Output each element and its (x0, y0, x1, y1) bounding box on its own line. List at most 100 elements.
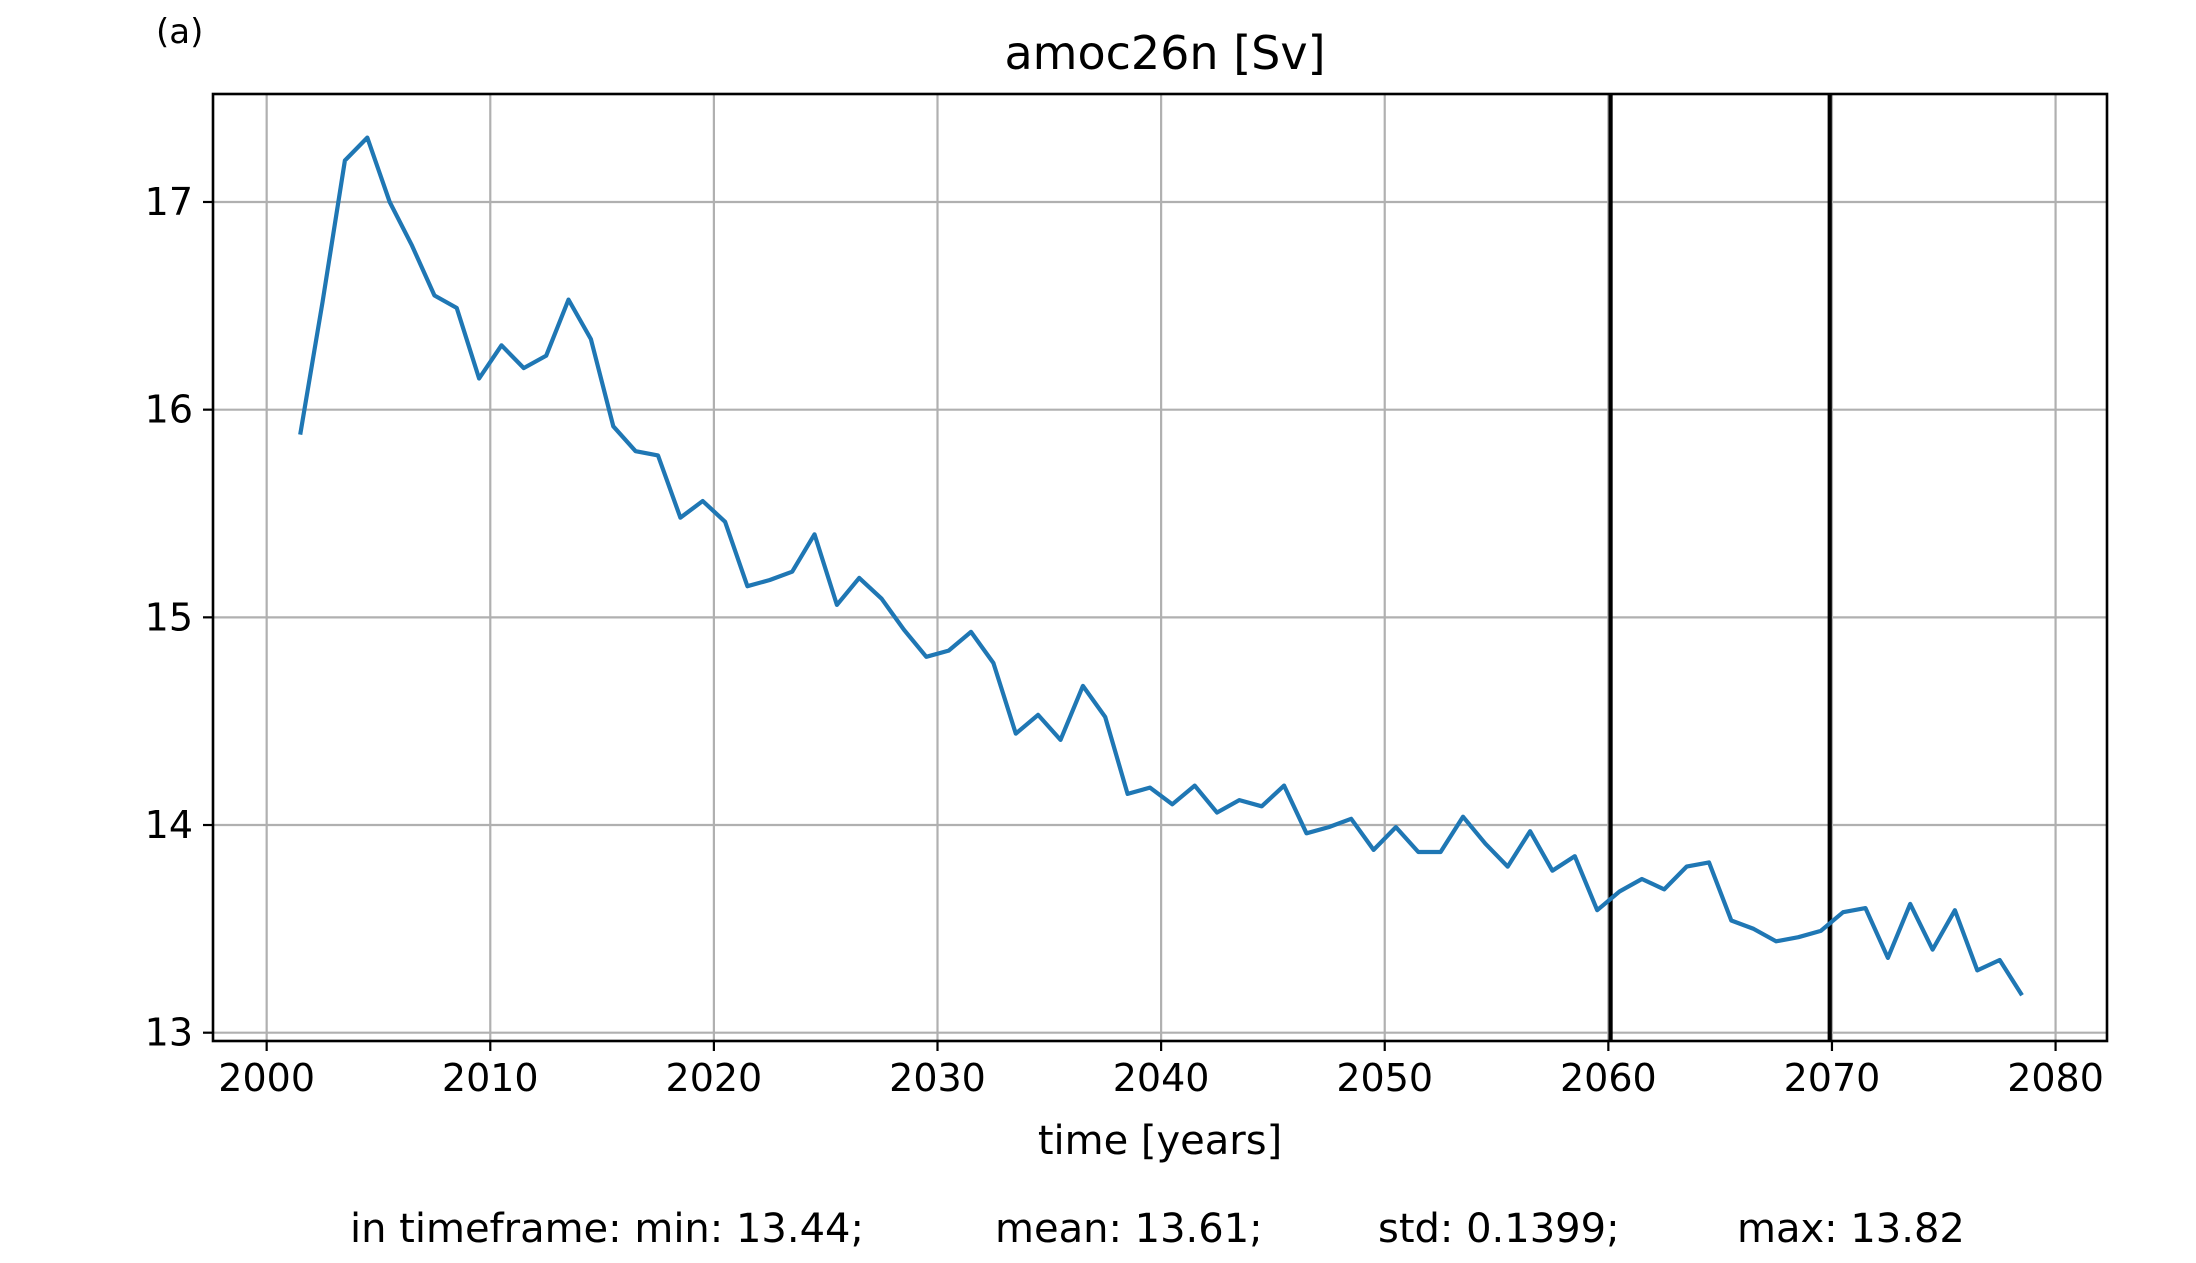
series-point (1595, 908, 1599, 912)
series-point (813, 532, 817, 536)
series-point (432, 293, 436, 297)
series-point (1237, 798, 1241, 802)
series-point (1170, 802, 1174, 806)
series-point (1908, 902, 1912, 906)
series-point (1081, 684, 1085, 688)
series-point (388, 200, 392, 204)
series-point (522, 366, 526, 370)
series-point (589, 337, 593, 341)
stat-mean: mean: 13.61; (995, 1206, 1263, 1252)
series-point (1260, 804, 1264, 808)
panel-label: (a) (156, 12, 204, 52)
x-tick-label: 2020 (666, 1056, 763, 1100)
series-point (1975, 968, 1979, 972)
series-point (1416, 850, 1420, 854)
stat-min: in timeframe: min: 13.44; (350, 1206, 864, 1252)
series-point (1573, 854, 1577, 858)
series-point (768, 578, 772, 582)
series-point (723, 520, 727, 524)
series-point (1796, 935, 1800, 939)
series-point (701, 499, 705, 503)
series-point (1304, 831, 1308, 835)
grid-layer (213, 94, 2107, 1041)
series-point (1506, 865, 1510, 869)
series-point (1215, 811, 1219, 815)
x-tick-label: 2080 (2007, 1056, 2104, 1100)
series-point (2020, 993, 2024, 997)
series-point (634, 449, 638, 453)
series-point (1193, 784, 1197, 788)
series-point (455, 306, 459, 310)
series-line (298, 135, 2024, 997)
series-point (1058, 738, 1062, 742)
series-point (1662, 887, 1666, 891)
x-tick-label: 2030 (889, 1056, 986, 1100)
series-point (1729, 919, 1733, 923)
series-point (969, 630, 973, 634)
series-point (1282, 784, 1286, 788)
stat-std: std: 0.1399; (1378, 1206, 1620, 1252)
series-point (298, 433, 302, 437)
series-point (1931, 948, 1935, 952)
x-axis-label: time [years] (1038, 1118, 1282, 1164)
series-point (365, 136, 369, 140)
series-point (1550, 869, 1554, 873)
series-point (321, 300, 325, 304)
stat-max: max: 13.82 (1737, 1206, 1965, 1252)
series-point (880, 597, 884, 601)
y-tick-label: 13 (145, 1011, 193, 1055)
series-point (947, 649, 951, 653)
series-point (991, 661, 995, 665)
series-point (567, 298, 571, 302)
series-point (343, 158, 347, 162)
series-point (1752, 927, 1756, 931)
series-point (1327, 825, 1331, 829)
series-point (1953, 908, 1957, 912)
series-point (835, 603, 839, 607)
series-point (902, 628, 906, 632)
series-point (1685, 865, 1689, 869)
series-point (924, 655, 928, 659)
series-point (1126, 792, 1130, 796)
series-point (1863, 906, 1867, 910)
series-point (1349, 817, 1353, 821)
x-tick-label: 2050 (1336, 1056, 1433, 1100)
x-tick-label: 2040 (1113, 1056, 1210, 1100)
y-tick-label: 15 (145, 595, 193, 639)
series-point (1394, 825, 1398, 829)
series-point (477, 377, 481, 381)
series-point (544, 354, 548, 358)
y-tick-label: 17 (145, 180, 193, 224)
series-point (499, 343, 503, 347)
series-point (790, 570, 794, 574)
series-point (1103, 715, 1107, 719)
series-point (611, 424, 615, 428)
x-tick-label: 2070 (1784, 1056, 1881, 1100)
series-point (1707, 860, 1711, 864)
series-point (1148, 786, 1152, 790)
series-point (1483, 842, 1487, 846)
series-point (1372, 848, 1376, 852)
x-tick-label: 2000 (218, 1056, 315, 1100)
series-point (1461, 815, 1465, 819)
series-point (745, 584, 749, 588)
series-point (1014, 732, 1018, 736)
y-tick-label: 14 (145, 803, 193, 847)
series-point (1841, 910, 1845, 914)
series-point (1819, 929, 1823, 933)
vertical-markers (1608, 94, 1832, 1041)
series-point (656, 453, 660, 457)
series-point (1528, 829, 1532, 833)
series-point (1640, 877, 1644, 881)
series-point (1774, 939, 1778, 943)
series-point (678, 516, 682, 520)
series-point (1886, 956, 1890, 960)
series-point (1998, 958, 2002, 962)
series-point (857, 576, 861, 580)
series-point (1439, 850, 1443, 854)
y-tick-label: 16 (145, 388, 193, 432)
tick-layer: 2000 2010 2020 2030 2040 2050 2060 2070 2080 13 14… (145, 180, 2104, 1100)
x-tick-label: 2060 (1560, 1056, 1657, 1100)
series-point (1618, 889, 1622, 893)
